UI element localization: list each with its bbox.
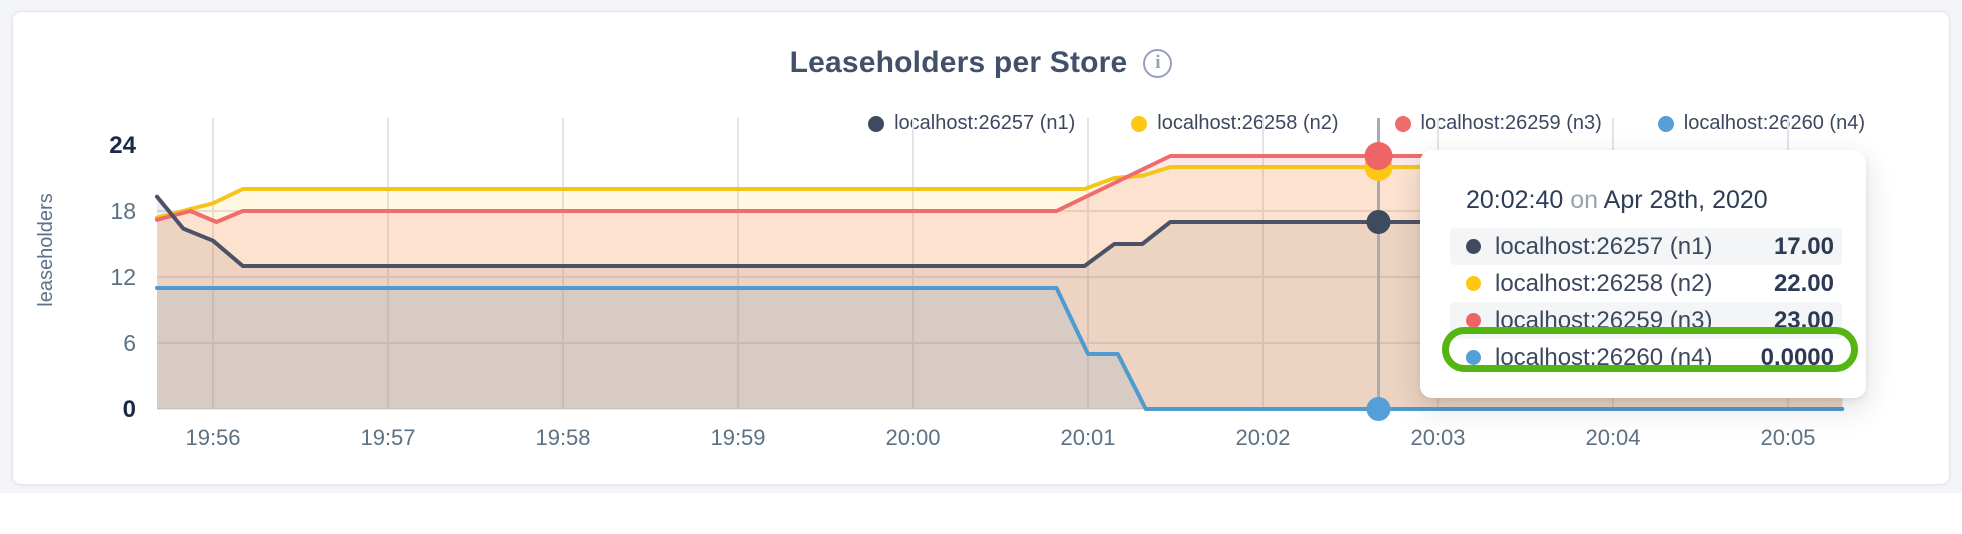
legend-label: localhost:26257 (n1): [894, 112, 1076, 134]
legend-item-2[interactable]: localhost:26258 (n2): [1131, 112, 1339, 135]
tooltip-row-4: localhost:26260 (n4) 0.0000: [1450, 339, 1842, 376]
legend: localhost:26257 (n1) localhost:26258 (n2)…: [868, 112, 1865, 135]
tooltip-rows: localhost:26257 (n1) 17.00 localhost:26258…: [1450, 228, 1842, 376]
tooltip-timestamp: 20:02:40 on Apr 28th, 2020: [1466, 186, 1768, 215]
tooltip-series-value: 23.00: [1773, 306, 1834, 334]
tooltip-series-label: localhost:26257 (n1): [1495, 232, 1713, 260]
legend-dot: [1131, 115, 1148, 132]
tooltip-series-value: 17.00: [1773, 232, 1834, 260]
legend-dot: [868, 115, 885, 132]
tooltip-series-dot: [1466, 239, 1481, 254]
chart-header: Leaseholders per Store i: [13, 46, 1949, 80]
legend-item-3[interactable]: localhost:26259 (n3): [1394, 112, 1602, 135]
tooltip-series-label: localhost:26258 (n2): [1495, 269, 1713, 297]
tooltip-series-dot: [1466, 276, 1481, 291]
legend-dot: [1394, 115, 1411, 132]
tooltip-series-dot: [1466, 313, 1481, 328]
legend-item-1[interactable]: localhost:26257 (n1): [868, 112, 1075, 135]
tooltip-series-value: 22.00: [1773, 269, 1834, 297]
tooltip-on-word: on: [1570, 186, 1599, 214]
tooltip-series-label: localhost:26259 (n3): [1495, 306, 1713, 334]
tooltip-row-2: localhost:26258 (n2) 22.00: [1450, 265, 1842, 302]
tooltip-row-3: localhost:26259 (n3) 23.00: [1450, 302, 1842, 339]
tooltip-series-label: localhost:26260 (n4): [1495, 343, 1713, 371]
legend-label: localhost:26260 (n4): [1683, 112, 1865, 134]
legend-item-4[interactable]: localhost:26260 (n4): [1657, 112, 1865, 135]
tooltip-series-value: 0.0000: [1760, 343, 1834, 371]
legend-dot: [1657, 115, 1674, 132]
legend-label: localhost:26259 (n3): [1420, 112, 1602, 134]
legend-label: localhost:26258 (n2): [1157, 112, 1339, 134]
tooltip-date: Apr 28th, 2020: [1603, 186, 1768, 214]
info-icon[interactable]: i: [1143, 48, 1173, 78]
tooltip-time: 20:02:40: [1466, 186, 1564, 214]
hover-tooltip: 20:02:40 on Apr 28th, 2020 localhost:262…: [1420, 150, 1866, 398]
tooltip-row-1: localhost:26257 (n1) 17.00: [1450, 228, 1842, 265]
chart-title: Leaseholders per Store: [789, 46, 1128, 79]
tooltip-series-dot: [1466, 350, 1481, 365]
